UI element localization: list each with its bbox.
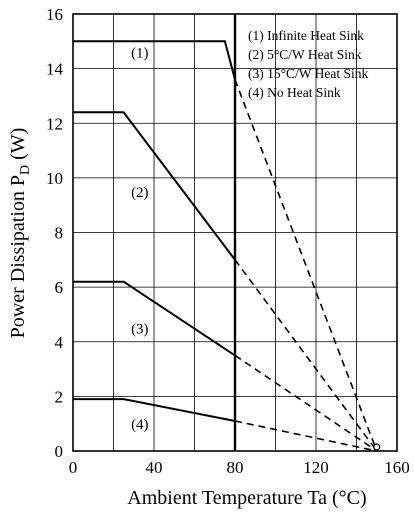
series-3-solid-line — [73, 280, 236, 357]
legend-entry-1: (1) Infinite Heat Sink — [248, 28, 364, 43]
series-2-dashed-line — [234, 259, 378, 452]
series-2-solid-line — [73, 111, 236, 261]
x-tick-label: 80 — [227, 458, 244, 477]
curve-label-2: (2) — [131, 185, 149, 201]
y-tick-label: 0 — [55, 442, 64, 461]
y-tick-label: 8 — [55, 224, 64, 243]
y-tick-label: 6 — [55, 278, 64, 297]
y-tick-label: 10 — [46, 169, 63, 188]
y-tick-label: 2 — [55, 387, 64, 406]
y-axis-title-main: Power Dissipation P — [7, 175, 29, 338]
series-3-dashed-line — [234, 354, 378, 452]
legend-entry-3: (3) 15°C/W Heat Sink — [248, 66, 369, 81]
curve-labels: (1) (2) (3) (4) — [131, 46, 149, 433]
x-tick-label: 40 — [146, 458, 163, 477]
curve-label-1: (1) — [131, 46, 149, 62]
series-1-solid-line — [73, 40, 236, 80]
legend-entry-4: (4) No Heat Sink — [248, 85, 341, 100]
series-4-solid-line — [73, 398, 236, 422]
curve-label-4: (4) — [131, 417, 149, 433]
y-tick-label: 12 — [46, 114, 63, 133]
tick-labels: 0 40 80 120 160 0 2 4 6 8 10 12 14 16 — [46, 5, 410, 477]
y-tick-label: 4 — [55, 333, 64, 352]
y-axis-title-unit: (W) — [7, 128, 29, 165]
curve-label-3: (3) — [131, 322, 149, 338]
y-tick-label: 14 — [46, 60, 64, 79]
x-tick-label: 160 — [384, 458, 410, 477]
series-1-dashed-line — [234, 79, 378, 452]
x-tick-label: 120 — [303, 458, 329, 477]
x-axis-title: Ambient Temperature Ta (°C) — [127, 487, 366, 509]
plot-frame — [72, 13, 398, 452]
curves — [73, 40, 381, 452]
y-axis-title-sub: D — [18, 165, 33, 175]
convergence-marker — [373, 443, 381, 451]
legend-entry-2: (2) 5°C/W Heat Sink — [248, 47, 362, 62]
series-4-dashed-line — [234, 420, 377, 452]
y-tick-label: 16 — [46, 5, 63, 24]
x-tick-label: 0 — [69, 458, 78, 477]
legend: (1) Infinite Heat Sink (2) 5°C/W Heat Sin… — [248, 28, 369, 100]
y-axis-title: Power Dissipation PD (W) — [7, 128, 33, 339]
